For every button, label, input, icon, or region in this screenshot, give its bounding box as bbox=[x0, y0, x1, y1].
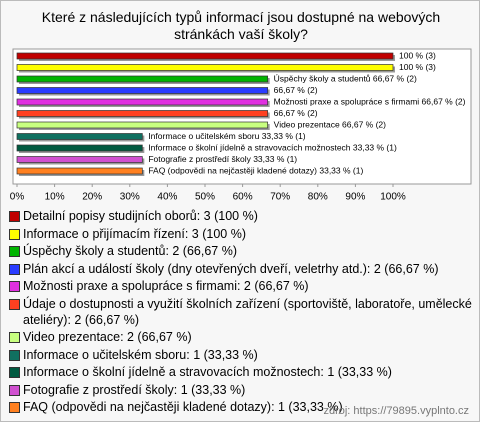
x-tick-label: 90% bbox=[345, 192, 365, 203]
legend: Detailní popisy studijních oborů: 3 (100… bbox=[7, 208, 473, 417]
value-label: Možnosti praxe a spolupráce s firmami 66… bbox=[274, 96, 466, 106]
x-tick-label: 50% bbox=[195, 192, 215, 203]
value-label: 100 % (3) bbox=[399, 62, 436, 72]
legend-swatch bbox=[9, 367, 20, 378]
legend-label: Informace o školní jídelně a stravovacíc… bbox=[23, 365, 392, 379]
legend-swatch bbox=[9, 211, 20, 222]
bar bbox=[16, 156, 143, 163]
value-label: Úspěchy školy a studentů 66,67 % (2) bbox=[274, 73, 417, 83]
value-label: 100 % (3) bbox=[399, 50, 436, 60]
bar bbox=[16, 52, 394, 60]
value-label: Informace o školní jídelně a stravovacíc… bbox=[148, 142, 397, 152]
legend-item: Úspěchy školy a studentů: 2 (66,67 %) bbox=[7, 243, 473, 259]
bar bbox=[16, 75, 269, 83]
bar bbox=[16, 133, 143, 140]
bar bbox=[16, 64, 394, 71]
legend-label: FAQ (odpovědi na nejčastěji kladené dota… bbox=[23, 400, 343, 414]
value-label: Informace o učitelském sboru 33,33 % (1) bbox=[148, 131, 305, 141]
legend-item: Informace o školní jídelně a stravovacíc… bbox=[7, 364, 473, 380]
legend-item: Detailní popisy studijních oborů: 3 (100… bbox=[7, 208, 473, 224]
value-label: FAQ (odpovědi na nejčastěji kladené dota… bbox=[148, 165, 363, 175]
legend-item: Údaje o dostupnosti a využití školních z… bbox=[7, 296, 473, 328]
x-tick-label: 70% bbox=[270, 192, 290, 203]
x-tick-label: 80% bbox=[308, 192, 328, 203]
legend-item: FAQ (odpovědi na nejčastěji kladené dota… bbox=[7, 399, 473, 415]
value-label: Fotografie z prostředí školy 33,33 % (1) bbox=[148, 154, 297, 164]
chart-title: Které z následujících typů informací jso… bbox=[41, 9, 441, 42]
legend-swatch bbox=[9, 332, 20, 343]
bar bbox=[16, 98, 269, 106]
x-tick-label: 100% bbox=[380, 192, 406, 203]
bar bbox=[16, 110, 269, 117]
legend-item: Informace o přijímacím řízení: 3 (100 %) bbox=[7, 226, 473, 242]
x-tick-label: 40% bbox=[157, 192, 177, 203]
legend-swatch bbox=[9, 281, 20, 292]
legend-swatch bbox=[9, 263, 20, 275]
legend-item: Možnosti praxe a spolupráce s firmami: 2… bbox=[7, 278, 473, 294]
legend-swatch bbox=[9, 402, 20, 413]
legend-label: Informace o učitelském sboru: 1 (33,33 %… bbox=[23, 347, 258, 362]
source: zdroj: https://79895.vyplnto.cz bbox=[323, 405, 469, 417]
x-tick-label: 60% bbox=[233, 192, 253, 203]
legend-label: Úspěchy školy a studentů: 2 (66,67 %) bbox=[23, 244, 238, 258]
legend-swatch bbox=[9, 298, 20, 310]
x-tick-label: 30% bbox=[120, 192, 140, 203]
value-label: 66,67 % (2) bbox=[274, 108, 318, 118]
legend-swatch bbox=[9, 384, 20, 396]
x-tick-label: 20% bbox=[82, 192, 102, 203]
x-tick-label: 10% bbox=[45, 192, 65, 203]
bar bbox=[16, 121, 269, 129]
legend-swatch bbox=[9, 228, 20, 240]
legend-item: Informace o učitelském sboru: 1 (33,33 %… bbox=[7, 347, 473, 363]
legend-label: Detailní popisy studijních oborů: 3 (100… bbox=[23, 209, 258, 223]
legend-label: Údaje o dostupnosti a využití školních z… bbox=[23, 296, 472, 327]
legend-label: Video prezentace: 2 (66,67 %) bbox=[23, 330, 192, 344]
legend-swatch bbox=[9, 246, 20, 257]
legend-item: Video prezentace: 2 (66,67 %) bbox=[7, 329, 473, 345]
legend-item: Fotografie z prostředí školy: 1 (33,33 %… bbox=[7, 382, 473, 398]
bar bbox=[16, 87, 269, 94]
legend-label: Fotografie z prostředí školy: 1 (33,33 %… bbox=[23, 382, 246, 397]
legend-swatch bbox=[9, 349, 20, 361]
legend-item: Plán akcí a událostí školy (dny otevřený… bbox=[7, 261, 473, 277]
legend-label: Plán akcí a událostí školy (dny otevřený… bbox=[23, 261, 439, 276]
legend-label: Informace o přijímacím řízení: 3 (100 %) bbox=[23, 226, 246, 241]
legend-label: Možnosti praxe a spolupráce s firmami: 2… bbox=[23, 279, 309, 293]
bar bbox=[16, 144, 143, 152]
bar bbox=[16, 167, 143, 175]
value-label: 66,67 % (2) bbox=[274, 85, 318, 95]
x-tick-label: 0% bbox=[10, 192, 25, 203]
value-label: Video prezentace 66,67 % (2) bbox=[274, 119, 386, 129]
